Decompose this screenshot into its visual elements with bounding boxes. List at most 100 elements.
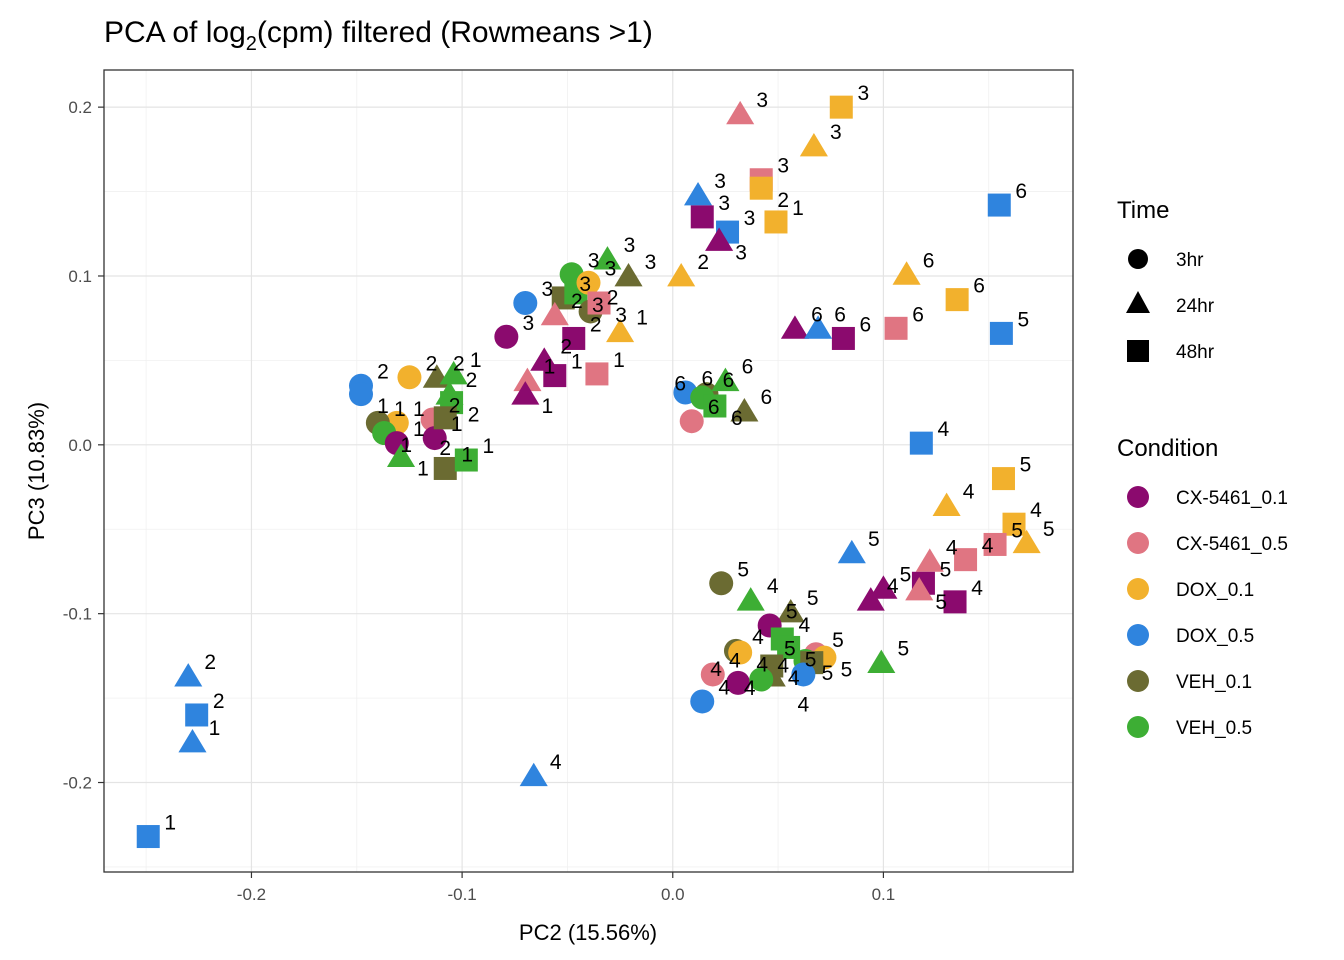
point-label: 2: [468, 404, 480, 427]
point-dox-0-1-48hr: [829, 95, 853, 119]
time-legend-title: Time: [1117, 197, 1169, 224]
point-label: 1: [792, 197, 804, 220]
point-label: 2: [607, 286, 619, 309]
point-label: 4: [946, 536, 958, 559]
point-label: 5: [897, 638, 909, 661]
point-label: 1: [636, 307, 648, 330]
point-label: 6: [1015, 180, 1027, 203]
point-label: 3: [645, 251, 657, 274]
panel-background: [104, 70, 1073, 872]
x-tick-label: -0.1: [447, 885, 476, 904]
point-label: 1: [482, 435, 494, 458]
data-points: [136, 95, 1041, 849]
point-label: 4: [756, 654, 768, 677]
point-dox-0-5-3hr: [513, 291, 538, 316]
y-tick-label: 0.2: [68, 98, 92, 117]
point-label: 2: [453, 352, 465, 375]
legend-square-icon: [1127, 340, 1149, 362]
point-label: 1: [413, 418, 425, 441]
chart-title: PCA of log2(cpm) filtered (Rowmeans >1): [104, 16, 653, 55]
point-label: 4: [744, 677, 756, 700]
x-axis-ticks: -0.2 -0.1 0.0 0.1: [237, 872, 895, 904]
point-cx-5461-0-1-24hr: [705, 227, 734, 251]
point-label: 5: [1018, 308, 1030, 331]
point-label: 1: [400, 434, 412, 457]
point-dox-0-5-48hr: [909, 431, 933, 455]
point-label: 5: [822, 662, 834, 685]
point-label: 2: [213, 690, 225, 713]
point-label: 1: [209, 717, 221, 740]
point-veh-0-1-24hr: [776, 598, 805, 623]
legend-veh-0-1-swatch: [1127, 670, 1149, 692]
plot-panel: [104, 70, 1073, 872]
point-label: 5: [1043, 518, 1055, 541]
point-label: 1: [164, 812, 176, 835]
point-cx-5461-0-1-24hr: [511, 381, 540, 405]
point-label: 2: [697, 251, 709, 274]
point-dox-0-5-48hr: [989, 321, 1013, 345]
point-label: 6: [723, 369, 735, 392]
point-cx-5461-0-1-48hr: [562, 326, 586, 350]
point-cx-5461-0-5-24hr: [540, 301, 569, 326]
point-dox-0-5-48hr: [185, 703, 209, 727]
point-label: 5: [841, 659, 853, 682]
condition-legend: Condition CX-5461_0.1 CX-5461_0.5 DOX_0.…: [1117, 435, 1288, 739]
point-label: 3: [756, 89, 768, 112]
point-label: 3: [714, 170, 726, 193]
point-label: 4: [1030, 499, 1042, 522]
point-dox-0-1-24hr: [892, 261, 921, 285]
point-label: 2: [560, 335, 572, 358]
point-label: 2: [777, 189, 789, 212]
legend-circle-icon: [1128, 249, 1148, 269]
point-label: 3: [588, 249, 600, 272]
point-label: 4: [971, 577, 983, 600]
point-dox-0-1-3hr: [728, 640, 753, 665]
point-cx-5461-0-1-24hr: [869, 575, 898, 599]
point-label: 4: [767, 575, 779, 598]
point-dox-0-1-24hr: [667, 262, 696, 287]
y-tick-label: 0.1: [68, 267, 92, 286]
point-veh-0-5-48hr: [454, 448, 478, 472]
y-tick-label: -0.1: [63, 605, 92, 624]
point-label: 3: [744, 207, 756, 230]
point-cx-5461-0-1-48hr: [943, 590, 967, 614]
point-label: 3: [523, 312, 535, 335]
x-tick-label: 0.1: [872, 885, 896, 904]
point-veh-0-5-48hr: [703, 394, 727, 418]
point-dox-0-1-24hr: [1012, 529, 1041, 554]
point-label: 6: [702, 367, 714, 390]
point-label: 5: [786, 600, 798, 623]
point-cx-5461-0-1-3hr: [422, 426, 447, 451]
legend-time-3hr: 3hr: [1176, 250, 1204, 271]
legend-cx-5461-0-1-swatch: [1127, 486, 1149, 508]
point-label: 1: [571, 351, 583, 374]
point-veh-0-5-24hr: [593, 246, 622, 270]
point-label: 3: [615, 304, 627, 327]
legend-cx-5461-0-1: CX-5461_0.1: [1176, 488, 1288, 509]
point-cx-5461-0-1-24hr: [856, 587, 885, 611]
point-label: 5: [1020, 454, 1032, 477]
point-dox-0-5-3hr: [690, 689, 715, 714]
legend-time-24hr: 24hr: [1176, 296, 1215, 317]
point-cx-5461-0-5-48hr: [587, 291, 611, 315]
point-cx-5461-0-1-24hr: [780, 315, 809, 339]
point-label: 4: [798, 693, 810, 716]
legend-cx-5461-0-5-swatch: [1127, 532, 1149, 554]
point-label: 3: [735, 242, 747, 265]
point-label: 6: [834, 303, 846, 326]
point-label: 3: [579, 273, 591, 296]
x-axis-title: PC2 (15.56%): [519, 920, 657, 945]
point-veh-0-5-48hr: [777, 635, 801, 659]
y-axis-title: PC3 (10.83%): [24, 402, 49, 540]
point-label: 5: [784, 638, 796, 661]
point-label: 1: [470, 349, 482, 372]
title-rest: (cpm) filtered (Rowmeans >1): [257, 16, 653, 49]
point-label: 4: [777, 655, 789, 678]
point-label: 3: [857, 82, 869, 105]
legend-dox-0-5: DOX_0.5: [1176, 626, 1254, 647]
legend-veh-0-1: VEH_0.1: [1176, 672, 1252, 693]
condition-legend-title: Condition: [1117, 435, 1218, 462]
point-label: 4: [550, 751, 562, 774]
